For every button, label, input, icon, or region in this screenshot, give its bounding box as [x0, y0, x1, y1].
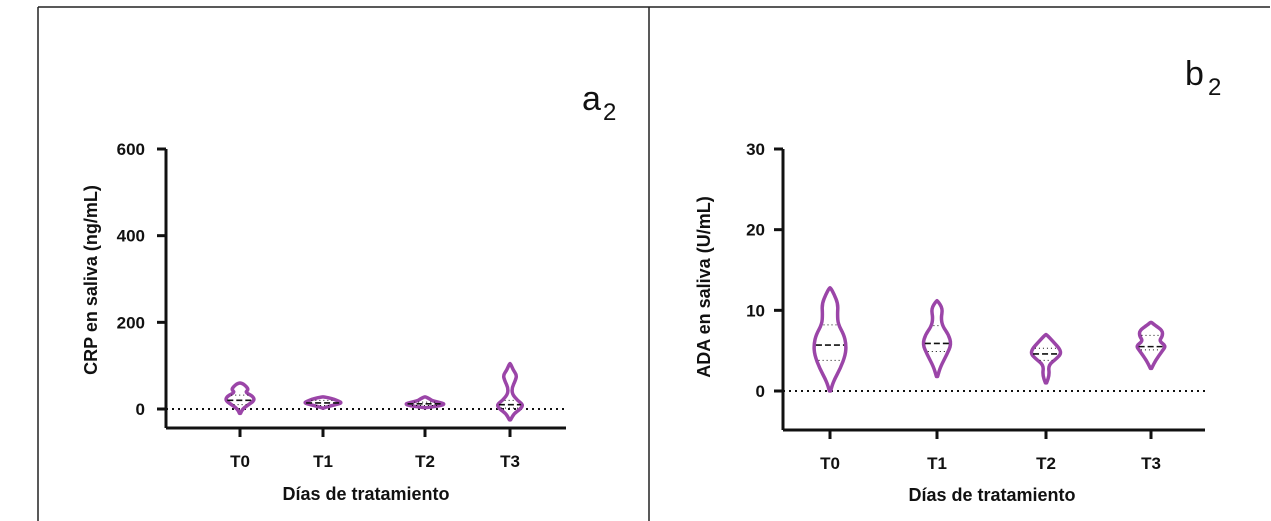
- y-tick-label: 0: [756, 382, 765, 401]
- x-tick-label: T3: [1141, 454, 1161, 473]
- panel-a-ylabel: CRP en saliva (ng/mL): [81, 185, 101, 375]
- panel-frame: [37, 6, 1270, 521]
- panel-b-plot: 0 10 20 30 T0 T1 T2 T3: [746, 140, 1205, 473]
- y-tick-label: 30: [746, 140, 765, 159]
- x-tick-label: T0: [230, 452, 250, 471]
- y-tick-label: 20: [746, 221, 765, 240]
- violin-T3: [1135, 320, 1167, 371]
- violin-T1: [921, 298, 953, 379]
- panel-a-plot: 0 200 400 600 T0 T1 T2 T3: [117, 140, 566, 471]
- violin-T3: [496, 361, 524, 422]
- panel-a: a 2 CRP en saliva (ng/mL) Días de tratam…: [81, 80, 616, 504]
- x-tick-label: T1: [927, 454, 947, 473]
- y-tick-label: 200: [117, 313, 145, 332]
- y-tick-label: 600: [117, 140, 145, 159]
- violin-T1: [303, 395, 343, 410]
- x-tick-label: T2: [415, 452, 435, 471]
- y-tick-label: 400: [117, 227, 145, 246]
- panel-a-label: a: [582, 80, 601, 118]
- x-tick-label: T0: [820, 454, 840, 473]
- panel-b: b 2 ADA en saliva (U/mL) Días de tratami…: [694, 55, 1221, 505]
- panel-b-ylabel: ADA en saliva (U/mL): [694, 196, 714, 377]
- panel-a-label-sub: 2: [603, 99, 616, 126]
- panel-a-xlabel: Días de tratamiento: [282, 484, 449, 504]
- panel-b-xlabel: Días de tratamiento: [908, 485, 1075, 505]
- y-tick-label: 0: [136, 400, 145, 419]
- x-tick-label: T3: [500, 452, 520, 471]
- panel-b-label: b: [1185, 55, 1204, 93]
- x-tick-label: T1: [313, 452, 333, 471]
- violin-T2: [404, 395, 446, 410]
- panel-b-label-sub: 2: [1208, 74, 1221, 101]
- violin-T0: [224, 381, 256, 416]
- violin-T0: [812, 285, 848, 393]
- violin-T2: [1029, 332, 1063, 385]
- y-tick-label: 10: [746, 301, 765, 320]
- x-tick-label: T2: [1036, 454, 1056, 473]
